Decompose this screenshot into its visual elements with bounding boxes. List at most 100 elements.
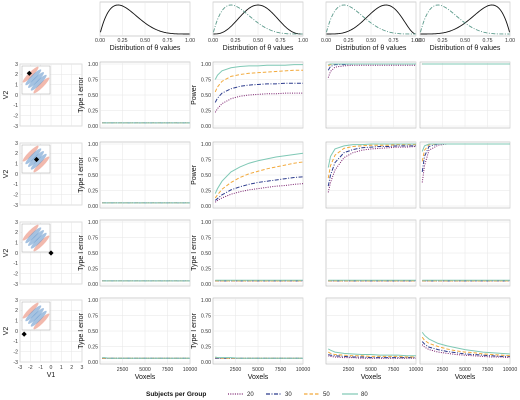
location-y-tick-label: 0 xyxy=(15,93,18,99)
location-panel-row-2: -3 -2 -1 0 1 2 3 V2 xyxy=(3,141,83,209)
result-panel-r1c1: 0.00 0.25 0.50 0.75 1.00 Type I error xyxy=(78,61,191,130)
result-x-tick-label: 2500 xyxy=(343,367,355,373)
pattern-inset-image xyxy=(21,301,51,331)
result-y-tick-label: 0.25 xyxy=(201,188,211,194)
location-x-tick-label: -2 xyxy=(28,365,33,371)
result-y-tick-label: 0.50 xyxy=(88,93,98,99)
location-y-axis-title: V2 xyxy=(3,170,10,179)
location-x-tick-label: -1 xyxy=(38,365,43,371)
series-line-30 xyxy=(328,354,416,359)
result-y-tick-label: 1.00 xyxy=(88,298,98,304)
location-point xyxy=(33,156,40,163)
result-x-tick-label: 10000 xyxy=(409,367,424,373)
result-x-tick-label: 5000 xyxy=(459,367,471,373)
result-y-tick-label: 0.25 xyxy=(201,266,211,272)
location-x-axis-title: V1 xyxy=(47,372,56,379)
pattern-blob xyxy=(33,156,50,173)
distribution-tick-label: 0.25 xyxy=(230,38,240,44)
location-y-tick-label: 1 xyxy=(15,318,18,324)
distribution-tick-label: 0.50 xyxy=(460,38,470,44)
location-point xyxy=(21,331,27,337)
result-panel-r4c4: 2500 5000 7500 10000 Voxels xyxy=(419,297,518,381)
series-line-80 xyxy=(328,348,416,357)
result-x-tick-label: 7500 xyxy=(275,367,287,373)
series-line-80 xyxy=(214,152,304,194)
distribution-tick-label: 0.75 xyxy=(388,38,398,44)
distribution-panel-4: 0.00 0.25 0.50 0.75 1.00 Distribution of θ va… xyxy=(415,1,515,52)
pattern-blob xyxy=(33,313,50,330)
result-x-tick-label: 2500 xyxy=(437,367,449,373)
location-y-tick-label: -2 xyxy=(13,271,18,277)
result-panel-r3c2: 0.00 0.25 0.50 0.75 1.00 Type I error xyxy=(191,219,304,288)
location-y-tick-label: -2 xyxy=(13,349,18,355)
series-line-20 xyxy=(327,145,417,193)
series-line-80 xyxy=(421,331,511,355)
pattern-blob xyxy=(22,145,39,162)
result-y-tick-label: 0.50 xyxy=(201,329,211,335)
result-y-tick-label: 0.25 xyxy=(201,344,211,350)
result-panel-r2c4 xyxy=(419,141,511,209)
pattern-blob xyxy=(25,69,42,86)
result-y-tick-label: 1.00 xyxy=(201,298,211,304)
result-y-tick-label: 0.75 xyxy=(201,235,211,241)
result-y-tick-label: 1.00 xyxy=(88,142,98,148)
location-y-tick-label: 3 xyxy=(15,220,18,226)
result-x-tick-label: 10000 xyxy=(503,367,518,373)
result-y-tick-label: 0.00 xyxy=(88,282,98,288)
result-panel-r4c2: 0.00 0.25 0.50 0.75 1.00 Type I error 2500 5000… xyxy=(191,297,310,381)
pattern-blob xyxy=(25,305,42,322)
location-y-tick-label: 3 xyxy=(15,62,18,68)
distribution-axis-title: Distribution of θ values xyxy=(336,45,407,52)
distribution-tick-label: 0.25 xyxy=(437,38,447,44)
location-y-tick-label: -1 xyxy=(13,261,18,267)
location-y-axis-title: V2 xyxy=(3,327,10,336)
result-x-tick-label: 2500 xyxy=(117,367,129,373)
result-y-axis-title: Power xyxy=(191,84,198,105)
result-y-tick-label: 0.00 xyxy=(201,360,211,366)
distribution-tick-label: 1.00 xyxy=(298,38,308,44)
distribution-curve-dashdot xyxy=(326,4,416,35)
pattern-blob xyxy=(28,230,44,246)
pattern-blob xyxy=(30,232,47,249)
series-line-50 xyxy=(214,69,303,93)
result-panel-r1c2: 0.00 0.25 0.50 0.75 1.00 Power xyxy=(191,61,304,130)
result-y-tick-label: 0.25 xyxy=(88,188,98,194)
distribution-curve-solid xyxy=(326,4,416,35)
distribution-tick-label: 1.00 xyxy=(411,38,421,44)
result-x-axis-title: Voxels xyxy=(455,374,476,381)
location-x-tick-label: 0 xyxy=(50,365,53,371)
location-x-tick-label: 3 xyxy=(81,365,84,371)
distribution-tick-label: 0.25 xyxy=(117,38,127,44)
location-y-axis-title: V2 xyxy=(3,91,10,100)
distribution-curve-dashdot xyxy=(213,4,303,35)
result-y-tick-label: 1.00 xyxy=(201,142,211,148)
distribution-axis-title: Distribution of θ values xyxy=(110,45,181,52)
series-line-80 xyxy=(327,143,416,168)
legend-label-20: 20 xyxy=(247,392,254,398)
distribution-tick-label: 0.50 xyxy=(140,38,150,44)
location-point xyxy=(26,70,32,76)
series-line-20 xyxy=(421,143,510,183)
result-x-tick-label: 7500 xyxy=(162,367,174,373)
pattern-blob xyxy=(22,302,39,319)
location-y-tick-label: 2 xyxy=(15,72,18,78)
distribution-tick-label: 0.50 xyxy=(366,38,376,44)
result-panel-r4c1: 0.00 0.25 0.50 0.75 1.00 Type I error 2500 5000… xyxy=(78,297,197,381)
result-x-tick-label: 7500 xyxy=(388,367,400,373)
location-y-tick-label: 2 xyxy=(15,308,18,314)
series-line-20 xyxy=(328,355,416,359)
distribution-axis-title: Distribution of θ values xyxy=(430,45,501,52)
result-y-tick-label: 0.50 xyxy=(88,329,98,335)
location-y-tick-label: 0 xyxy=(15,172,18,178)
series-line-50 xyxy=(327,144,416,179)
result-x-tick-label: 7500 xyxy=(482,367,494,373)
pattern-blob xyxy=(25,148,42,165)
location-panel-row-4: -3 -2 -1 0 1 2 3 V2 -3 -2 -1 0 1 2 3 V1 xyxy=(3,298,84,379)
series-line-30 xyxy=(214,176,304,201)
location-y-tick-label: -3 xyxy=(13,203,18,209)
result-panel-r3c3 xyxy=(325,219,417,287)
location-panel-row-3: -3 -2 -1 0 1 2 3 V2 xyxy=(3,220,83,288)
series-line-30 xyxy=(327,145,416,187)
location-x-tick-label: 2 xyxy=(70,365,73,371)
pattern-blob xyxy=(33,235,50,252)
